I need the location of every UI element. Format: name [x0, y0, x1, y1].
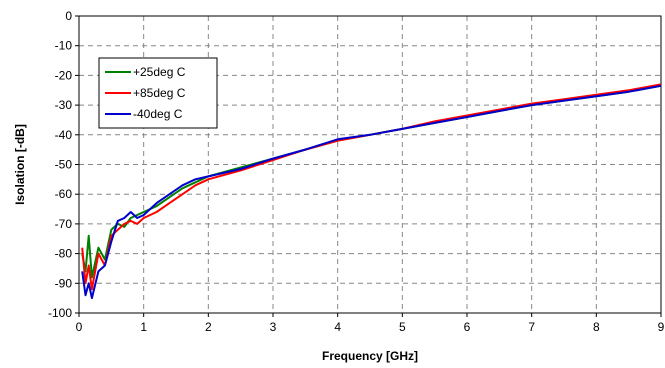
x-tick-label: 0 — [76, 320, 83, 334]
legend-label-3: -40deg C — [133, 107, 183, 121]
x-tick-label: 2 — [205, 320, 212, 334]
x-tick-label: 4 — [334, 320, 341, 334]
y-tick-label: -90 — [55, 276, 73, 290]
x-axis-title: Frequency [GHz] — [322, 349, 418, 363]
y-tick-labels: 0 -10 -20 -30 -40 -50 -60 -70 -80 -90 -100 — [48, 9, 79, 320]
y-tick-label: -40 — [55, 128, 73, 142]
y-tick-label: -60 — [55, 187, 73, 201]
x-tick-label: 3 — [270, 320, 277, 334]
y-tick-label: -70 — [55, 217, 73, 231]
y-tick-label: 0 — [65, 9, 72, 23]
x-tick-label: 5 — [399, 320, 406, 334]
legend: +25deg C +85deg C -40deg C — [98, 57, 218, 129]
x-tick-label: 6 — [464, 320, 471, 334]
y-tick-label: -50 — [55, 158, 73, 172]
series-layer — [81, 83, 662, 300]
x-tick-label: 7 — [528, 320, 535, 334]
y-tick-label: -30 — [55, 98, 73, 112]
legend-label-2: +85deg C — [133, 86, 186, 100]
y-tick-label: -80 — [55, 247, 73, 261]
y-tick-label: -10 — [55, 39, 73, 53]
y-axis-title: Isolation [-dB] — [13, 124, 27, 205]
series-line-3 — [81, 84, 662, 300]
x-tick-label: 8 — [593, 320, 600, 334]
y-tick-label: -100 — [48, 306, 72, 320]
x-tick-label: 9 — [658, 320, 665, 334]
legend-label-1: +25deg C — [133, 65, 186, 79]
y-tick-label: -20 — [55, 68, 73, 82]
x-tick-labels: 0 1 2 3 4 5 6 7 8 9 — [76, 313, 665, 334]
x-tick-label: 1 — [140, 320, 147, 334]
